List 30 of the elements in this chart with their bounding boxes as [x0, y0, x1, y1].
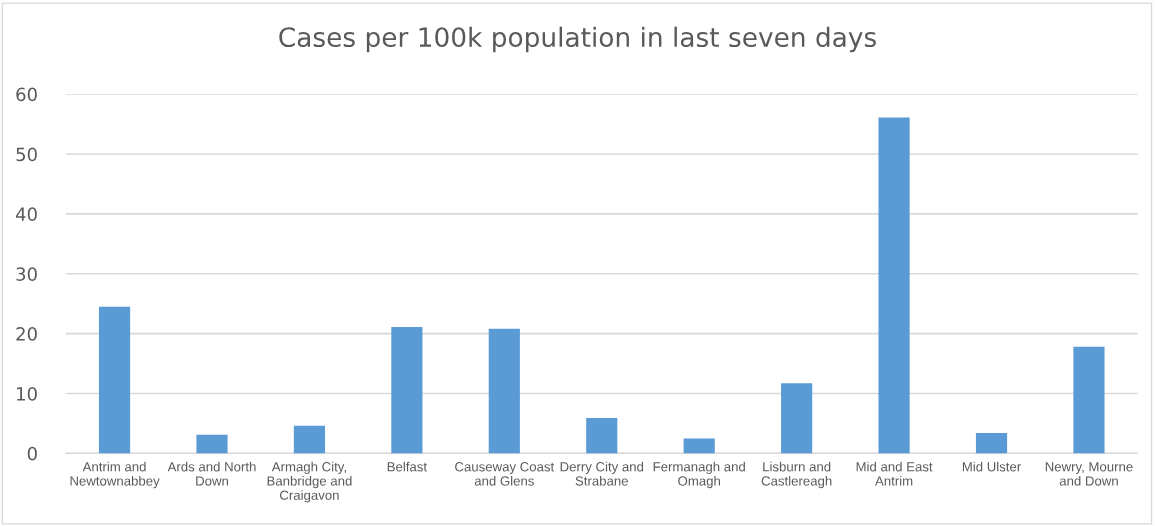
x-tick-label: Lisburn and Castlereagh	[761, 461, 832, 489]
bar	[391, 327, 423, 454]
bar	[293, 425, 326, 454]
bar	[196, 434, 228, 454]
bar	[781, 383, 813, 454]
x-tick-label: Ards and North Down	[167, 461, 256, 486]
bar	[98, 306, 131, 454]
x-tick-label: Mid Ulster	[962, 461, 1021, 472]
x-tick-label: Antrim and Newtownabbey	[70, 461, 160, 489]
x-tick-label: Belfast	[387, 461, 427, 472]
bar	[488, 328, 520, 454]
x-tick-label: Fermanagh and Omagh	[653, 461, 745, 489]
y-tick-label: 60	[16, 87, 37, 102]
x-tick-label: Newry, Mourne and Down	[1045, 462, 1133, 486]
chart-title: Cases per 100k population in last seven days	[279, 26, 876, 53]
bar	[683, 438, 715, 454]
y-tick-label: 40	[15, 207, 37, 222]
x-tick-label: Mid and East Antrim	[856, 461, 933, 486]
bar	[878, 117, 910, 454]
y-tick-label: 30	[16, 267, 37, 281]
x-tick-label: Derry City and Strabane	[560, 461, 644, 486]
bar	[1073, 346, 1105, 454]
y-tick-label: 20	[16, 327, 37, 341]
bar	[975, 433, 1008, 454]
y-tick-label: 50	[16, 147, 37, 162]
y-tick-label: 10	[17, 386, 37, 401]
y-tick-label: 0	[27, 446, 37, 461]
x-tick-label: Causeway Coast and Glens	[455, 462, 555, 486]
x-tick-label: Armagh City, Banbridge and Craigavon	[267, 461, 352, 503]
bar	[586, 418, 618, 454]
